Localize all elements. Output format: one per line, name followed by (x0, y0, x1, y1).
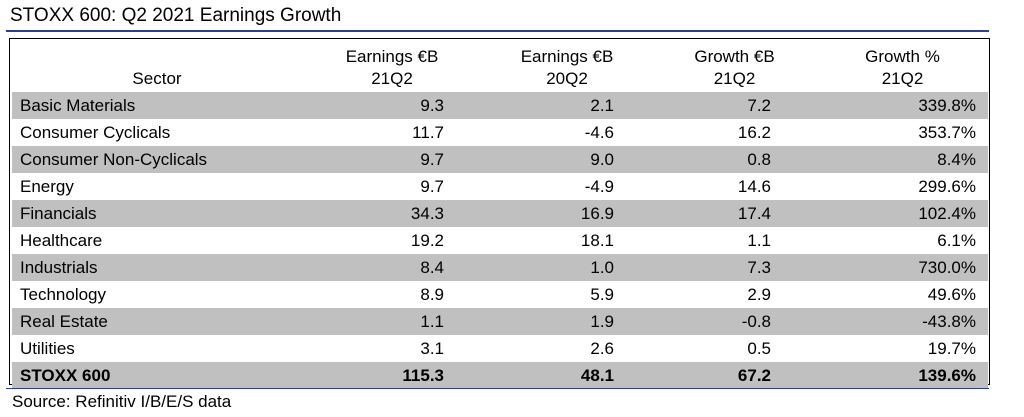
header-row: Sector Earnings €B 21Q2 Earnings €B 20Q2… (12, 42, 988, 92)
earnings-21q2-cell: 19.2 (410, 231, 444, 250)
title-divider (6, 30, 989, 32)
header-earnings-21q2: Earnings €B 21Q2 (302, 42, 482, 92)
sector-cell: Real Estate (12, 308, 302, 335)
header-sector-line2: Sector (132, 69, 182, 88)
table-row: Basic Materials 9.3 2.1 7.2 339.8% (12, 92, 988, 119)
earnings-21q2-cell: 9.7 (302, 146, 482, 173)
table-row: Energy 9.7 -4.9 14.6 299.6% (12, 173, 988, 200)
sector-cell: Technology (20, 285, 107, 304)
table-row: Industrials 8.4 1.0 7.3 730.0% (12, 254, 988, 281)
growth-pct-cell: 339.8% (817, 92, 988, 119)
earnings-20q2-cell: -4.9 (584, 177, 614, 196)
sector-cell: Energy (20, 177, 74, 196)
earnings-21q2-cell: 11.7 (412, 123, 444, 142)
earnings-20q2-cell: 1.9 (482, 308, 652, 335)
growth-eur-cell: 0.8 (652, 146, 817, 173)
earnings-21q2-cell: 34.3 (302, 200, 482, 227)
source-divider (6, 388, 989, 389)
sector-cell: Basic Materials (12, 92, 302, 119)
earnings-20q2-cell: 1.0 (482, 254, 652, 281)
total-sector-cell: STOXX 600 (12, 362, 302, 389)
growth-eur-cell: 14.6 (737, 177, 771, 196)
table-row: Utilities 3.1 2.6 0.5 19.7% (12, 335, 988, 362)
sector-cell: Healthcare (20, 231, 103, 250)
header-earnings-21q2-line1: Earnings €B (345, 47, 439, 66)
growth-pct-cell: 353.7% (918, 123, 976, 142)
earnings-20q2-cell: 2.6 (590, 339, 614, 358)
header-growth-pct: Growth % 21Q2 (817, 42, 988, 92)
growth-eur-cell: 2.9 (747, 285, 771, 304)
growth-eur-cell: -0.8 (652, 308, 817, 335)
growth-eur-cell: 0.5 (747, 339, 771, 358)
earnings-21q2-cell: 1.1 (302, 308, 482, 335)
table-row: Financials 34.3 16.9 17.4 102.4% (12, 200, 988, 227)
earnings-21q2-cell: 3.1 (420, 339, 444, 358)
source-note: Source: Refinitiv I/B/E/S data (12, 392, 232, 411)
sector-cell: Consumer Cyclicals (20, 123, 171, 142)
earnings-20q2-cell: 9.0 (482, 146, 652, 173)
table-row: Consumer Cyclicals 11.7 -4.6 16.2 353.7% (12, 119, 988, 146)
earnings-20q2-cell: 18.1 (580, 231, 614, 250)
growth-pct-cell: 6.1% (937, 231, 976, 250)
total-growth-eur-cell: 67.2 (652, 362, 817, 389)
header-sector: Sector (12, 42, 302, 92)
earnings-20q2-cell: -4.6 (584, 123, 614, 142)
growth-pct-cell: 19.7% (927, 339, 976, 358)
table-row: Consumer Non-Cyclicals 9.7 9.0 0.8 8.4% (12, 146, 988, 173)
earnings-20q2-cell: 2.1 (482, 92, 652, 119)
growth-pct-cell: 730.0% (817, 254, 988, 281)
growth-pct-cell: 299.6% (918, 177, 976, 196)
header-earnings-21q2-line2: 21Q2 (371, 69, 413, 88)
total-earnings-20q2-cell: 48.1 (482, 362, 652, 389)
growth-pct-cell: 102.4% (817, 200, 988, 227)
total-earnings-21q2-cell: 115.3 (302, 362, 482, 389)
growth-eur-cell: 1.1 (747, 231, 771, 250)
table-row: Technology 8.9 5.9 2.9 49.6% (12, 281, 988, 308)
header-earnings-20q2: Earnings €B 20Q2 (482, 42, 652, 92)
header-growth-pct-line2: 21Q2 (881, 69, 924, 88)
header-growth-eur-line2: 21Q2 (713, 69, 756, 88)
earnings-21q2-cell: 8.4 (302, 254, 482, 281)
total-growth-pct-cell: 139.6% (817, 362, 988, 389)
header-earnings-20q2-line1: Earnings €B (520, 47, 614, 66)
sector-cell: Financials (12, 200, 302, 227)
sector-cell: Industrials (12, 254, 302, 281)
growth-pct-cell: -43.8% (817, 308, 988, 335)
table-row: Healthcare 19.2 18.1 1.1 6.1% (12, 227, 988, 254)
header-growth-pct-line1: Growth % (865, 47, 940, 66)
growth-eur-cell: 7.2 (652, 92, 817, 119)
header-growth-eur-line1: Growth €B (694, 47, 775, 66)
total-row: STOXX 600 115.3 48.1 67.2 139.6% (12, 362, 988, 389)
earnings-21q2-cell: 9.7 (420, 177, 444, 196)
table-row: Real Estate 1.1 1.9 -0.8 -43.8% (12, 308, 988, 335)
growth-pct-cell: 8.4% (817, 146, 988, 173)
earnings-20q2-cell: 5.9 (590, 285, 614, 304)
earnings-table: Sector Earnings €B 21Q2 Earnings €B 20Q2… (12, 42, 988, 389)
table-title: STOXX 600: Q2 2021 Earnings Growth (10, 5, 342, 26)
sector-cell: Consumer Non-Cyclicals (12, 146, 302, 173)
earnings-21q2-cell: 9.3 (302, 92, 482, 119)
growth-eur-cell: 16.2 (737, 123, 771, 142)
growth-eur-cell: 7.3 (652, 254, 817, 281)
header-earnings-20q2-line2: 20Q2 (546, 69, 588, 88)
earnings-21q2-cell: 8.9 (420, 285, 444, 304)
header-growth-eur: Growth €B 21Q2 (652, 42, 817, 92)
growth-pct-cell: 49.6% (927, 285, 976, 304)
earnings-20q2-cell: 16.9 (482, 200, 652, 227)
growth-eur-cell: 17.4 (652, 200, 817, 227)
sector-cell: Utilities (20, 339, 75, 358)
